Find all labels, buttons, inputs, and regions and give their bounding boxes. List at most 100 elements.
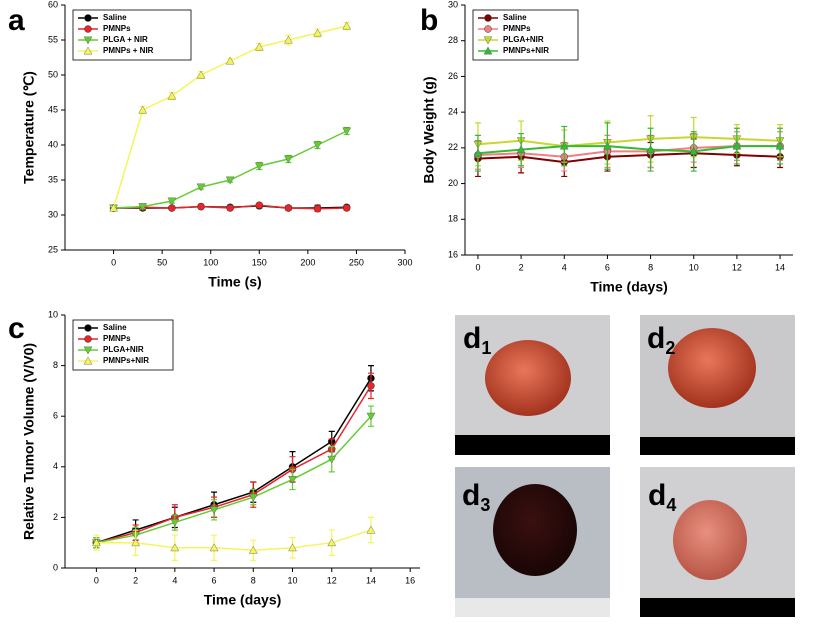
x-tick-label: 6	[212, 575, 217, 585]
data-point	[473, 148, 483, 157]
y-tick-label: 20	[448, 178, 458, 188]
panel-label: a	[8, 4, 25, 37]
data-point	[168, 204, 176, 212]
x-tick-label: 14	[366, 575, 376, 585]
legend-label: Saline	[103, 323, 127, 332]
legend-label: PMNPs	[103, 334, 131, 343]
legend-marker	[84, 324, 92, 332]
data-point	[138, 105, 148, 114]
legend-label: Saline	[103, 13, 127, 22]
data-point	[226, 204, 234, 212]
y-axis-label: Relative Tumor Volume (V/V0)	[21, 343, 37, 540]
data-point	[603, 141, 612, 150]
y-tick-label: 28	[448, 35, 458, 45]
legend-label: PMNPs+NIR	[503, 46, 549, 55]
y-tick-label: 0	[53, 562, 58, 572]
y-tick-label: 45	[48, 104, 58, 114]
x-tick-label: 12	[327, 575, 337, 585]
series-line	[96, 529, 372, 552]
x-tick-label: 200	[300, 257, 315, 267]
data-point	[255, 201, 264, 209]
x-tick-label: 2	[133, 575, 138, 585]
panel-label: c	[8, 312, 25, 345]
x-tick-label: 150	[252, 257, 267, 267]
y-tick-label: 35	[48, 174, 58, 184]
legend-marker	[83, 36, 93, 45]
data-point	[732, 141, 742, 150]
x-tick-label: 2	[519, 262, 524, 272]
y-tick-label: 26	[448, 71, 458, 81]
y-tick-label: 25	[48, 244, 58, 254]
data-point	[366, 525, 376, 534]
x-tick-label: 4	[172, 575, 177, 585]
data-point	[209, 506, 219, 515]
data-point	[225, 56, 235, 65]
y-tick-label: 40	[48, 139, 58, 149]
data-point	[288, 543, 297, 552]
x-axis-label: Time (days)	[590, 279, 668, 295]
y-tick-label: 8	[53, 360, 58, 370]
y-tick-label: 16	[448, 249, 458, 259]
data-point	[92, 538, 101, 547]
x-tick-label: 12	[732, 262, 742, 272]
legend-label: PLGA+NIR	[103, 345, 144, 354]
legend-marker	[83, 46, 93, 55]
y-tick-label: 6	[53, 411, 58, 421]
data-point	[196, 70, 206, 79]
x-tick-label: 14	[775, 262, 785, 272]
series-line	[96, 385, 372, 544]
y-tick-label: 60	[48, 0, 58, 9]
x-tick-label: 300	[397, 257, 412, 267]
data-point	[254, 42, 264, 51]
y-tick-label: 4	[53, 461, 58, 471]
series-line	[477, 145, 781, 155]
x-tick-label: 10	[689, 262, 699, 272]
data-point	[284, 155, 293, 164]
data-point	[313, 141, 322, 150]
legend-marker	[83, 356, 93, 365]
data-point	[689, 147, 699, 155]
data-point	[196, 183, 206, 192]
x-axis-label: Time (s)	[208, 274, 261, 290]
y-tick-label: 24	[448, 107, 458, 117]
chart: 0 2 4 6 8 10 0 2 4 6 8 10 12 14 16 Time (days) Relative …	[8, 309, 420, 608]
photo-d1: d1	[455, 315, 610, 455]
data-point	[366, 412, 376, 421]
legend-marker	[84, 335, 92, 343]
y-axis-label: Body Weight (g)	[421, 76, 437, 183]
data-point	[367, 382, 375, 390]
x-tick-label: 0	[475, 262, 480, 272]
photo-label: d2	[647, 322, 675, 358]
data-point	[313, 28, 322, 37]
data-point	[225, 176, 235, 185]
legend-label: PMNPs + NIR	[103, 46, 154, 55]
legend-marker	[83, 346, 93, 355]
series	[92, 516, 376, 562]
series-line	[477, 136, 781, 148]
x-tick-label: 4	[562, 262, 567, 272]
data-point	[284, 204, 293, 212]
x-tick-label: 250	[349, 257, 364, 267]
legend-label: PMNPs	[503, 24, 531, 33]
x-tick-label: 8	[648, 262, 653, 272]
data-point	[313, 204, 322, 213]
panel-label: b	[420, 4, 438, 37]
data-point	[131, 538, 140, 547]
y-tick-label: 55	[48, 34, 58, 44]
data-point	[254, 162, 264, 171]
data-point	[516, 145, 526, 154]
data-point	[288, 476, 297, 484]
x-tick-label: 6	[605, 262, 610, 272]
legend-marker	[483, 36, 493, 45]
data-point	[775, 141, 785, 150]
legend-label: PLGA + NIR	[103, 35, 148, 44]
data-point	[248, 493, 258, 502]
data-point	[248, 545, 258, 554]
legend-label: PMNPs+NIR	[103, 356, 149, 365]
legend-marker	[84, 25, 92, 33]
legend-marker	[483, 46, 493, 55]
data-point	[327, 455, 337, 464]
series	[109, 126, 352, 213]
series-line	[113, 130, 348, 209]
